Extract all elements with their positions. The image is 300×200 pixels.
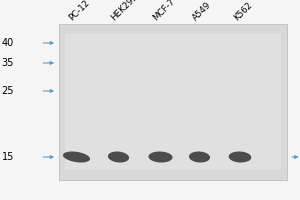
- Text: 25: 25: [2, 86, 14, 96]
- Text: MCF-7: MCF-7: [152, 0, 177, 22]
- Polygon shape: [63, 152, 90, 162]
- Polygon shape: [148, 152, 172, 162]
- Text: PC-12: PC-12: [68, 0, 92, 22]
- Text: 15: 15: [2, 152, 14, 162]
- Bar: [58, 24, 286, 180]
- Text: A549: A549: [190, 0, 213, 22]
- Text: 35: 35: [2, 58, 14, 68]
- Bar: [64, 34, 280, 170]
- Text: 40: 40: [2, 38, 14, 48]
- Text: HEK293: HEK293: [110, 0, 140, 22]
- Polygon shape: [108, 152, 129, 162]
- Polygon shape: [229, 152, 251, 162]
- Text: K562: K562: [232, 0, 254, 22]
- Polygon shape: [189, 152, 210, 162]
